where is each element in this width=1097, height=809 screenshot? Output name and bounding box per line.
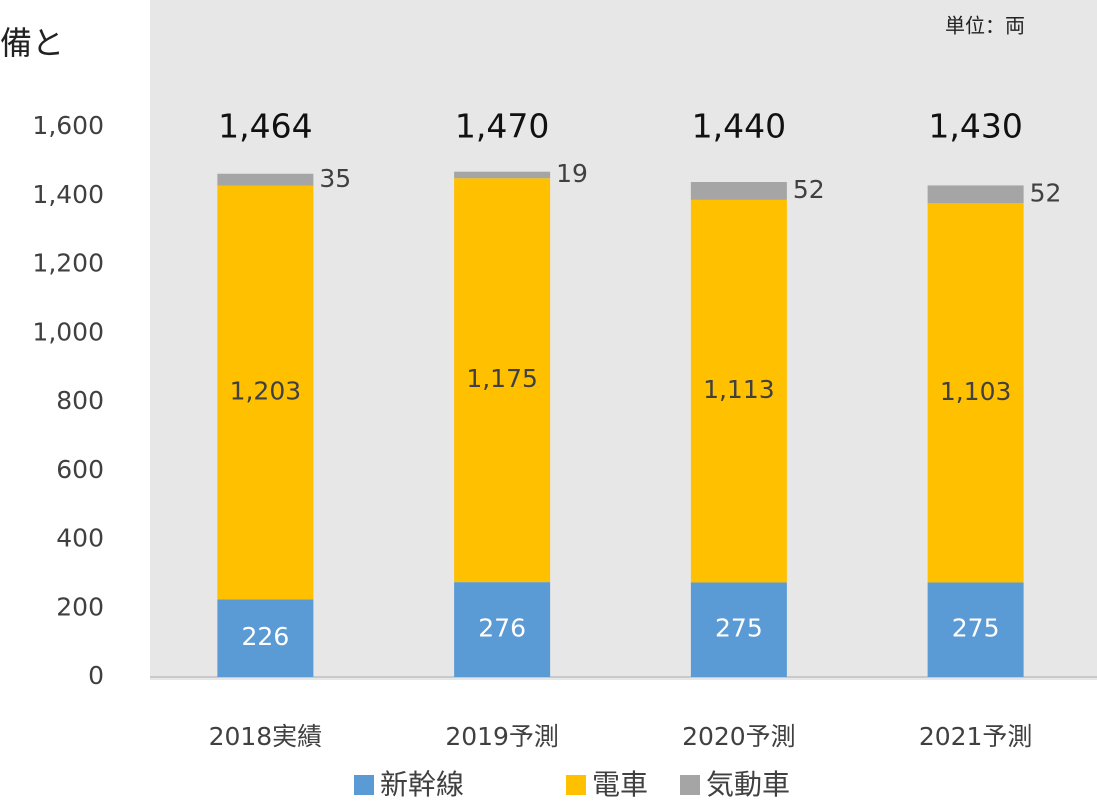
y-tick-label: 800: [56, 386, 104, 415]
data-label: 275: [952, 614, 1000, 643]
bar-segment: [927, 185, 1024, 204]
legend-label: 電車: [592, 768, 648, 801]
legend-swatch: [566, 775, 586, 795]
x-tick-label: 2019予測: [445, 722, 559, 751]
bar-segment: [454, 582, 551, 677]
bar-segment: [927, 582, 1024, 677]
unit-label: 単位：両: [945, 14, 1025, 38]
y-tick-label: 1,600: [32, 111, 104, 140]
data-label: 276: [478, 614, 526, 643]
legend-swatch: [354, 775, 374, 795]
y-tick-label: 0: [88, 661, 104, 690]
data-label: 1,103: [940, 377, 1012, 406]
bar-segment: [690, 182, 787, 200]
bar-segment: [217, 599, 314, 677]
bar-segment: [217, 185, 314, 600]
bar-segment: [927, 203, 1024, 583]
y-tick-label: 200: [56, 592, 104, 621]
y-tick-label: 1,200: [32, 249, 104, 278]
bar-segment: [690, 199, 787, 583]
bar-segment: [454, 171, 551, 179]
data-label: 1,203: [230, 377, 302, 406]
data-label: 19: [556, 159, 588, 188]
legend-swatch: [680, 775, 700, 795]
bar-segment: [454, 178, 551, 583]
y-tick-label: 1,000: [32, 317, 104, 346]
data-label: 52: [793, 175, 825, 204]
data-label: 1,175: [466, 364, 538, 393]
total-label: 1,440: [692, 107, 786, 146]
legend-label: 気動車: [706, 768, 790, 801]
x-tick-label: 2020予測: [682, 722, 796, 751]
data-label: 1,113: [703, 375, 775, 404]
total-label: 1,470: [455, 107, 549, 146]
data-label: 226: [242, 622, 290, 651]
x-tick-label: 2018実績: [209, 722, 323, 751]
data-label: 52: [1030, 178, 1062, 207]
legend-label: 新幹線: [380, 768, 464, 801]
total-label: 1,464: [218, 107, 312, 146]
x-tick-label: 2021予測: [919, 722, 1033, 751]
y-tick-label: 1,400: [32, 180, 104, 209]
y-tick-label: 400: [56, 524, 104, 553]
data-label: 35: [319, 164, 351, 193]
total-label: 1,430: [928, 107, 1022, 146]
y-tick-label: 600: [56, 455, 104, 484]
chart-title: 備と: [0, 24, 64, 62]
bar-segment: [690, 582, 787, 677]
data-label: 275: [715, 614, 763, 643]
bar-segment: [217, 173, 314, 186]
